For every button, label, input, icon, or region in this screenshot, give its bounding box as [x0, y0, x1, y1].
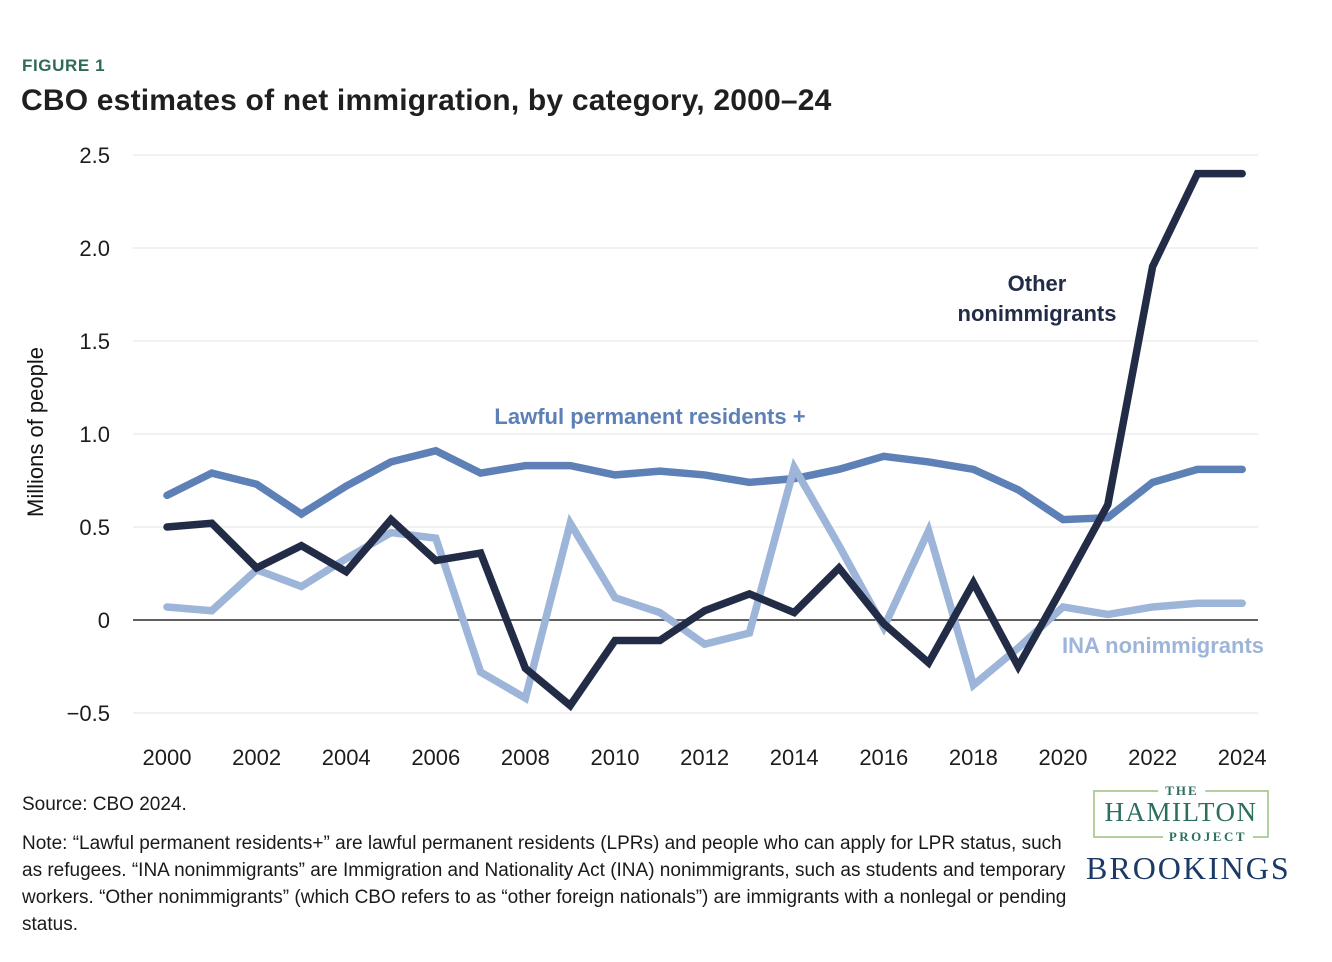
series-label-other-nonimmigrants: Other nonimmigrants: [958, 269, 1117, 329]
series-label-other-line1: Other: [1007, 271, 1067, 296]
x-tick-label: 2018: [949, 745, 998, 770]
series-label-lawful-permanent-residents: Lawful permanent residents +: [494, 404, 806, 429]
series-label-other-line2: nonimmigrants: [957, 301, 1117, 326]
x-tick-label: 2008: [501, 745, 550, 770]
hamilton-project-logo: THE HAMILTON PROJECT: [1093, 783, 1269, 845]
x-tick-label: 2002: [232, 745, 281, 770]
x-tick-label: 2024: [1218, 745, 1267, 770]
y-tick-label: 0: [98, 608, 110, 633]
source-text: Source: CBO 2024.: [22, 794, 187, 815]
series-label-ina-nonimmigrants: INA nonimmigrants: [1061, 633, 1265, 658]
hamilton-logo-the: THE: [1158, 783, 1206, 799]
y-tick-label: 0.5: [79, 515, 110, 540]
x-tick-label: 2022: [1128, 745, 1177, 770]
note-text: Note: “Lawful permanent residents+” are …: [22, 833, 1067, 935]
page-title: CBO estimates of net immigration, by cat…: [21, 84, 832, 117]
y-tick-labels: 2.5 2.0 1.5 1.0 0.5 0 −0.5: [67, 143, 110, 726]
brookings-logo: BROOKINGS: [1086, 850, 1291, 886]
y-tick-label: 2.0: [79, 236, 110, 261]
line-lpr: [163, 446, 1246, 524]
x-tick-label: 2012: [680, 745, 729, 770]
x-tick-label: 2004: [322, 745, 371, 770]
hamilton-logo-name: HAMILTON: [1104, 797, 1258, 827]
gridlines: [133, 154, 1258, 714]
line-ina: [163, 457, 1246, 704]
x-tick-label: 2010: [591, 745, 640, 770]
y-tick-label: −0.5: [67, 701, 110, 726]
x-tick-label: 2000: [143, 745, 192, 770]
x-tick-label: 2016: [859, 745, 908, 770]
hamilton-logo-project: PROJECT: [1162, 829, 1253, 845]
x-tick-label: 2006: [411, 745, 460, 770]
y-tick-label: 1.0: [79, 422, 110, 447]
line-other: [163, 169, 1246, 712]
series-lines: [163, 169, 1246, 712]
figure-label: FIGURE 1: [22, 56, 106, 75]
x-tick-label: 2014: [770, 745, 819, 770]
x-tick-label: 2020: [1039, 745, 1088, 770]
y-tick-label: 1.5: [79, 329, 110, 354]
y-tick-label: 2.5: [79, 143, 110, 168]
x-tick-labels: 2000 2002 2004 2006 2008 2010 2012 2014 2016 2018…: [143, 745, 1267, 770]
